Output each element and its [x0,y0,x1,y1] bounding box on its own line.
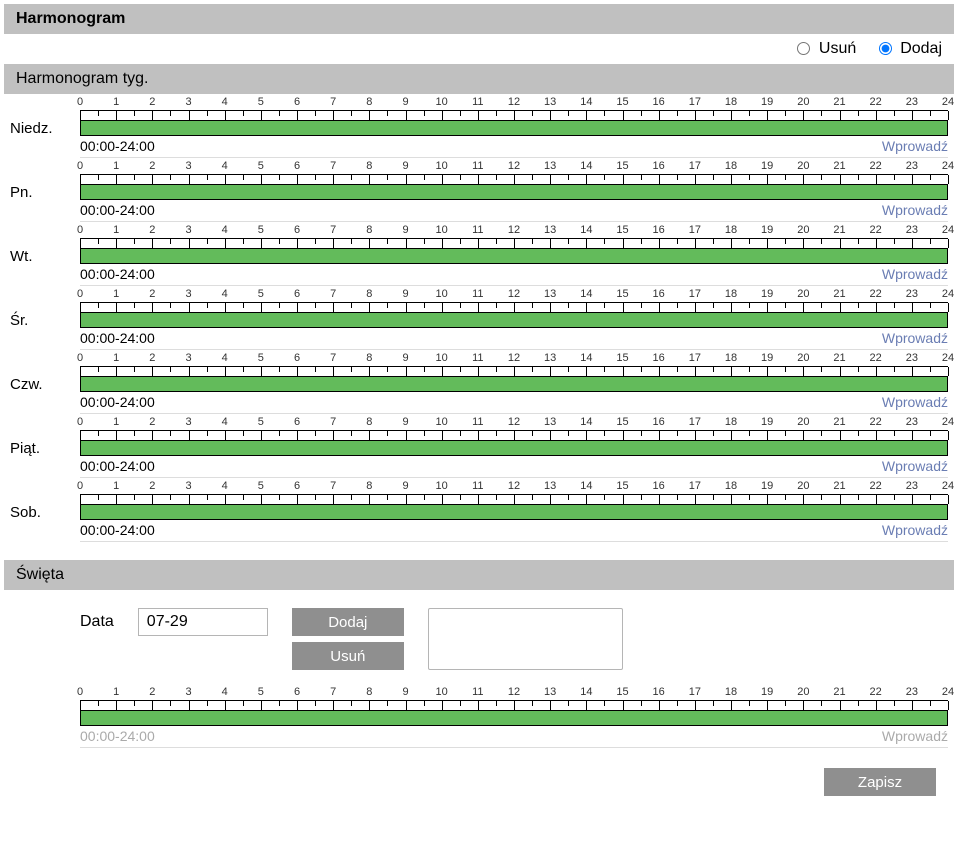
day-label: Pn. [10,160,80,201]
date-input[interactable] [138,608,268,636]
holiday-controls: Data Dodaj Usuń [4,590,954,680]
holidays-title: Święta [16,566,64,583]
time-bar[interactable] [80,248,948,264]
input-link[interactable]: Wprowadź [882,458,948,474]
hour-labels: 0123456789101112131415161718192021222324 [80,288,948,302]
day-label: Sob. [10,480,80,521]
date-label: Data [80,608,114,631]
day-label: Czw. [10,352,80,393]
mode-selector: Usuń Dodaj [4,34,954,64]
day-label: Niedz. [10,96,80,137]
time-bar-fill [81,441,947,455]
page-title: Harmonogram [16,10,125,27]
hour-labels: 0123456789101112131415161718192021222324 [80,352,948,366]
mode-delete-radio[interactable] [797,42,810,55]
weekly-title: Harmonogram tyg. [16,70,149,87]
mode-delete-option[interactable]: Usuń [787,40,860,57]
time-bar[interactable] [80,440,948,456]
day-row: Czw.012345678910111213141516171819202122… [10,352,948,414]
hour-ruler [80,110,948,120]
input-link[interactable]: Wprowadź [882,394,948,410]
holiday-timeline-wrap: 0123456789101112131415161718192021222324… [4,686,954,752]
hour-labels: 0123456789101112131415161718192021222324 [80,416,948,430]
hour-ruler [80,238,948,248]
time-range-text: 00:00-24:00 [80,138,155,154]
time-bar[interactable] [80,120,948,136]
input-link[interactable]: Wprowadź [882,522,948,538]
input-link[interactable]: Wprowadź [882,266,948,282]
time-bar-fill [81,313,947,327]
day-row: Śr.0123456789101112131415161718192021222… [10,288,948,350]
hour-labels: 0123456789101112131415161718192021222324 [80,96,948,110]
input-link[interactable]: Wprowadź [882,330,948,346]
time-bar-fill [81,121,947,135]
time-bar-fill [81,249,947,263]
time-bar-fill [81,505,947,519]
holiday-listbox[interactable] [428,608,623,670]
time-bar[interactable] [80,504,948,520]
time-bar-fill [81,377,947,391]
time-bar[interactable] [80,312,948,328]
day-row: Pn.0123456789101112131415161718192021222… [10,160,948,222]
hour-ruler [80,430,948,440]
input-link[interactable]: Wprowadź [882,138,948,154]
hour-ruler [80,700,948,710]
time-bar-fill [81,711,947,725]
mode-add-radio[interactable] [879,42,892,55]
holidays-header: Święta [4,560,954,590]
time-bar[interactable] [80,184,948,200]
mode-delete-label: Usuń [819,40,856,57]
holiday-day-row: 0123456789101112131415161718192021222324… [10,686,948,748]
page-title-bar: Harmonogram [4,4,954,34]
input-link: Wprowadź [882,728,948,744]
hour-labels: 0123456789101112131415161718192021222324 [80,224,948,238]
mode-add-label: Dodaj [900,40,942,57]
time-bar-fill [81,185,947,199]
hour-ruler [80,366,948,376]
hour-ruler [80,302,948,312]
time-range-text: 00:00-24:00 [80,458,155,474]
hour-labels: 0123456789101112131415161718192021222324 [80,160,948,174]
holiday-delete-button[interactable]: Usuń [292,642,404,670]
input-link[interactable]: Wprowadź [882,202,948,218]
time-bar[interactable] [80,376,948,392]
day-row: Sob.012345678910111213141516171819202122… [10,480,948,542]
hour-ruler [80,494,948,504]
time-range-text: 00:00-24:00 [80,522,155,538]
time-range-text: 00:00-24:00 [80,266,155,282]
day-row: Niedz.0123456789101112131415161718192021… [10,96,948,158]
time-bar[interactable] [80,710,948,726]
hour-ruler [80,174,948,184]
day-label: Śr. [10,288,80,329]
hour-labels: 0123456789101112131415161718192021222324 [80,480,948,494]
weekly-header: Harmonogram tyg. [4,64,954,94]
hour-labels: 0123456789101112131415161718192021222324 [80,686,948,700]
time-range-text: 00:00-24:00 [80,728,155,744]
day-row: Wt.0123456789101112131415161718192021222… [10,224,948,286]
day-label: Piąt. [10,416,80,457]
time-range-text: 00:00-24:00 [80,202,155,218]
mode-add-option[interactable]: Dodaj [869,40,942,57]
time-range-text: 00:00-24:00 [80,394,155,410]
day-row: Piąt.01234567891011121314151617181920212… [10,416,948,478]
save-button[interactable]: Zapisz [824,768,936,796]
holiday-add-button[interactable]: Dodaj [292,608,404,636]
day-label: Wt. [10,224,80,265]
weekly-rows: Niedz.0123456789101112131415161718192021… [4,96,954,546]
time-range-text: 00:00-24:00 [80,330,155,346]
